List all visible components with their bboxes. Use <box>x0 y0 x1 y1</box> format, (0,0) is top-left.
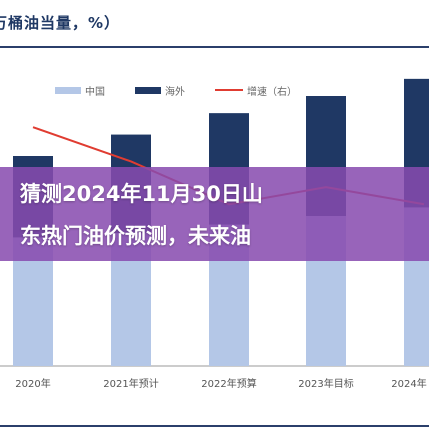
bottom-rule <box>0 425 429 427</box>
headline-line-2: 东热门油价预测，未来油 <box>20 224 251 248</box>
x-tick-label: 2020年 <box>15 379 51 390</box>
legend-swatch-china <box>55 86 81 94</box>
headline-overlay[interactable]: 猜测2024年11月30日山 东热门油价预测，未来油 <box>0 167 429 261</box>
x-tick-label: 2021年预计 <box>103 379 159 390</box>
headline-text: 猜测2024年11月30日山 东热门油价预测，未来油 <box>20 173 429 257</box>
chart-title: 万桶油当量，%） <box>0 10 429 38</box>
legend-label-overseas: 海外 <box>165 86 185 98</box>
x-tick-label: 2022年预算 <box>201 379 257 390</box>
legend-label-growth: 增速（右） <box>247 86 297 98</box>
headline-line-1: 猜测2024年11月30日山 <box>20 182 263 206</box>
legend-line-growth <box>215 89 243 91</box>
x-tick-label: 2024年 <box>391 379 427 390</box>
top-rule <box>0 46 429 48</box>
legend-item-china: 中国 <box>55 82 105 98</box>
x-tick-label: 2023年目标 <box>298 379 354 390</box>
legend-label-china: 中国 <box>85 86 105 98</box>
legend-swatch-overseas <box>135 86 161 94</box>
chart-title-text: 万桶油当量，%） <box>0 14 121 32</box>
legend-item-overseas: 海外 <box>135 82 185 98</box>
legend-item-growth: 增速（右） <box>215 82 297 98</box>
